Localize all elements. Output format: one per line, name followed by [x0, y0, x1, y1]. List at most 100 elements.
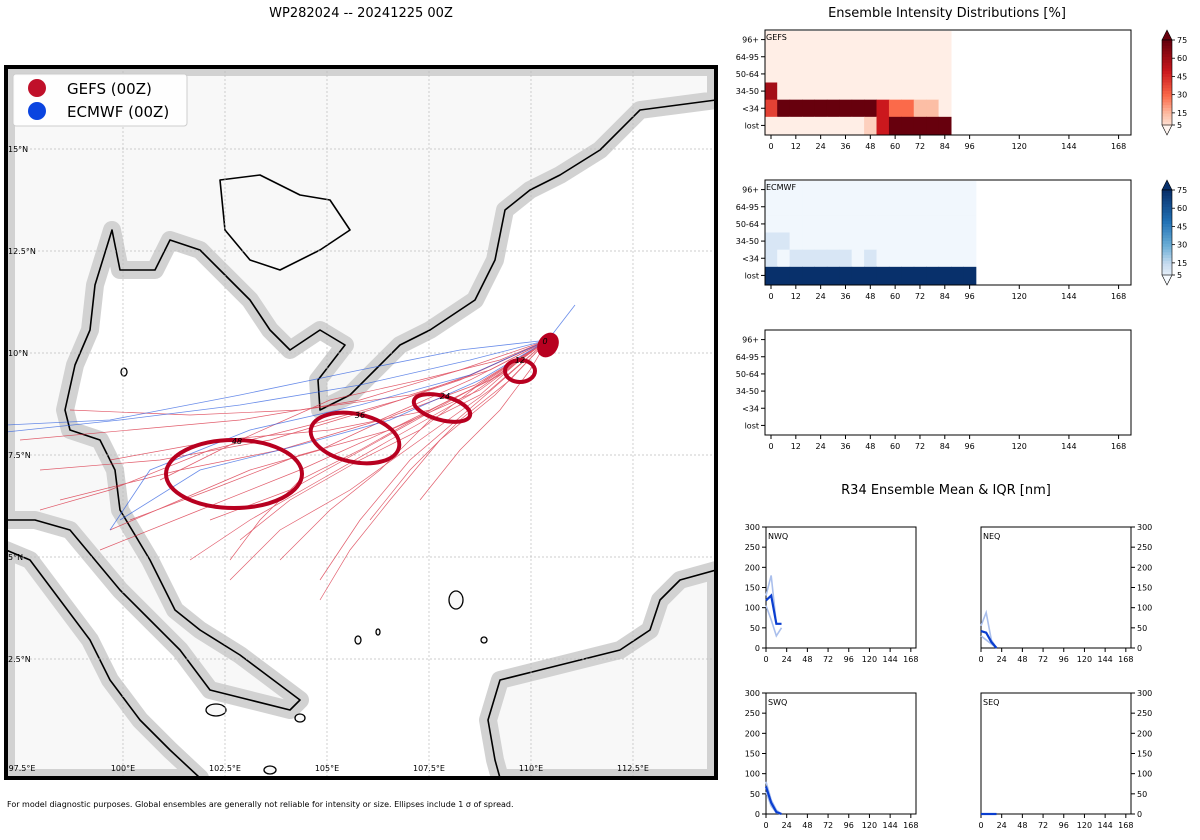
ellipse-label-0: 0 [542, 337, 547, 346]
x-tick-label: 144 [1097, 655, 1112, 664]
x-tick-label: 72 [1038, 655, 1048, 664]
colorbar-step [1162, 260, 1172, 265]
heatmap-cell [777, 215, 791, 233]
colorbar-step [1162, 215, 1172, 219]
heatmap-cell [789, 181, 803, 199]
heatmap-cell [864, 215, 878, 233]
r34-series-mean [980, 630, 998, 649]
x-tick-label: 144 [1061, 292, 1076, 301]
lat-label-12-5n: 12.5°N [8, 247, 36, 256]
heatmap-cell [938, 82, 952, 101]
x-tick-label: 120 [1012, 142, 1027, 151]
y-tick-label: 200 [745, 729, 760, 738]
x-tick-label: 144 [882, 655, 897, 664]
heatmap-cell [851, 116, 865, 135]
heatmap-cell [876, 249, 890, 268]
heatmap-cell [864, 48, 878, 66]
heatmap-cell [913, 232, 927, 251]
heatmap-cell [777, 99, 791, 118]
colorbar-step [1162, 218, 1172, 222]
y-tick-label: 100 [1137, 604, 1152, 613]
lon-label-110e: 110°E [519, 764, 543, 773]
heatmap-cell [789, 48, 803, 66]
heatmap-cell [963, 181, 977, 199]
y-tick-label: 150 [1137, 750, 1152, 759]
coastline [6, 99, 716, 778]
heatmap-cell [888, 232, 902, 251]
heatmap-cell [839, 215, 853, 233]
heatmap-cell [839, 198, 853, 216]
map-footnote: For model diagnostic purposes. Global en… [7, 800, 514, 809]
x-tick-label: 24 [782, 655, 792, 664]
colorbar-step [1162, 110, 1172, 115]
heatmap-cell [764, 31, 778, 49]
x-tick-label: 36 [840, 292, 850, 301]
colorbar-tick-label: 75 [1177, 36, 1187, 45]
lat-label-7-5n: 7.5°N [8, 451, 31, 460]
colorbar-tick-label: 60 [1177, 204, 1187, 213]
y-tick-label: lost [745, 121, 759, 130]
y-tick-label: 64-95 [736, 353, 759, 362]
x-tick-label: 0 [768, 442, 773, 451]
y-tick-label: 96+ [742, 186, 759, 195]
colorbar-step [1162, 62, 1172, 66]
heatmap-cell [864, 249, 878, 268]
y-tick-label: <34 [742, 404, 759, 413]
colorbar-step [1162, 266, 1172, 270]
x-tick-label: 36 [840, 442, 850, 451]
heatmap-cell [826, 48, 840, 66]
heatmap-cell [864, 82, 878, 101]
colorbar-step [1162, 246, 1172, 250]
heatmap-cell [839, 266, 853, 285]
y-tick-label: 200 [1137, 563, 1152, 572]
map-area[interactable]: 0 12 24 36 48 15°N 12.5°N 10°N 7.5°N 5°N… [6, 67, 716, 778]
colorbar-step [1162, 235, 1172, 239]
colorbar-step [1162, 232, 1172, 236]
lat-label-10n: 10°N [8, 349, 28, 358]
x-tick-label: 12 [791, 142, 801, 151]
x-tick-label: 72 [915, 142, 925, 151]
ellipse-36h [308, 410, 402, 466]
r34-series-mean [765, 593, 782, 625]
intensity-panel-frame [764, 179, 1132, 286]
heatmap-cell [864, 266, 878, 285]
y-tick-label: 50 [1137, 624, 1147, 633]
heatmap-cell [789, 116, 803, 135]
heatmap-cell [888, 65, 902, 83]
x-tick-label: 48 [865, 292, 875, 301]
colorbar-step [1162, 108, 1172, 112]
x-tick-label: 0 [978, 821, 983, 830]
colorbar-step [1162, 249, 1172, 253]
colorbar-step [1162, 224, 1172, 228]
x-tick-label: 48 [802, 655, 812, 664]
heatmap-cell [926, 232, 940, 251]
heatmap-cell [926, 249, 940, 268]
heatmap-cell [901, 249, 915, 268]
colorbar-step [1162, 65, 1172, 69]
heatmap-cell [802, 65, 815, 83]
ecmwf-tracks [6, 304, 576, 531]
colorbar-step [1162, 122, 1172, 126]
heatmap-cell [913, 249, 927, 268]
colorbar-step [1162, 201, 1172, 205]
heatmap-cell [901, 31, 915, 49]
heatmap-cell [814, 31, 828, 49]
r34-panel-frame [980, 692, 1132, 815]
heatmap-cell [864, 31, 878, 49]
x-tick-label: 48 [1017, 655, 1027, 664]
ellipse-label-12: 12 [515, 356, 525, 365]
x-tick-label: 0 [768, 142, 773, 151]
heatmap-cell [963, 198, 977, 216]
heatmap-cell [839, 232, 853, 251]
heatmap-cell [913, 198, 927, 216]
colorbar-tick-label: 75 [1177, 186, 1187, 195]
heatmap-cell [913, 266, 927, 285]
x-tick-label: 96 [1059, 821, 1069, 830]
heatmap-cell [938, 116, 952, 135]
colorbar-step [1162, 192, 1172, 197]
x-tick-label: 168 [903, 821, 918, 830]
ellipse-12h [503, 358, 537, 384]
colorbar-step [1162, 243, 1172, 248]
x-tick-label: 144 [1061, 142, 1076, 151]
colorbar-tick-label: 45 [1177, 222, 1187, 231]
